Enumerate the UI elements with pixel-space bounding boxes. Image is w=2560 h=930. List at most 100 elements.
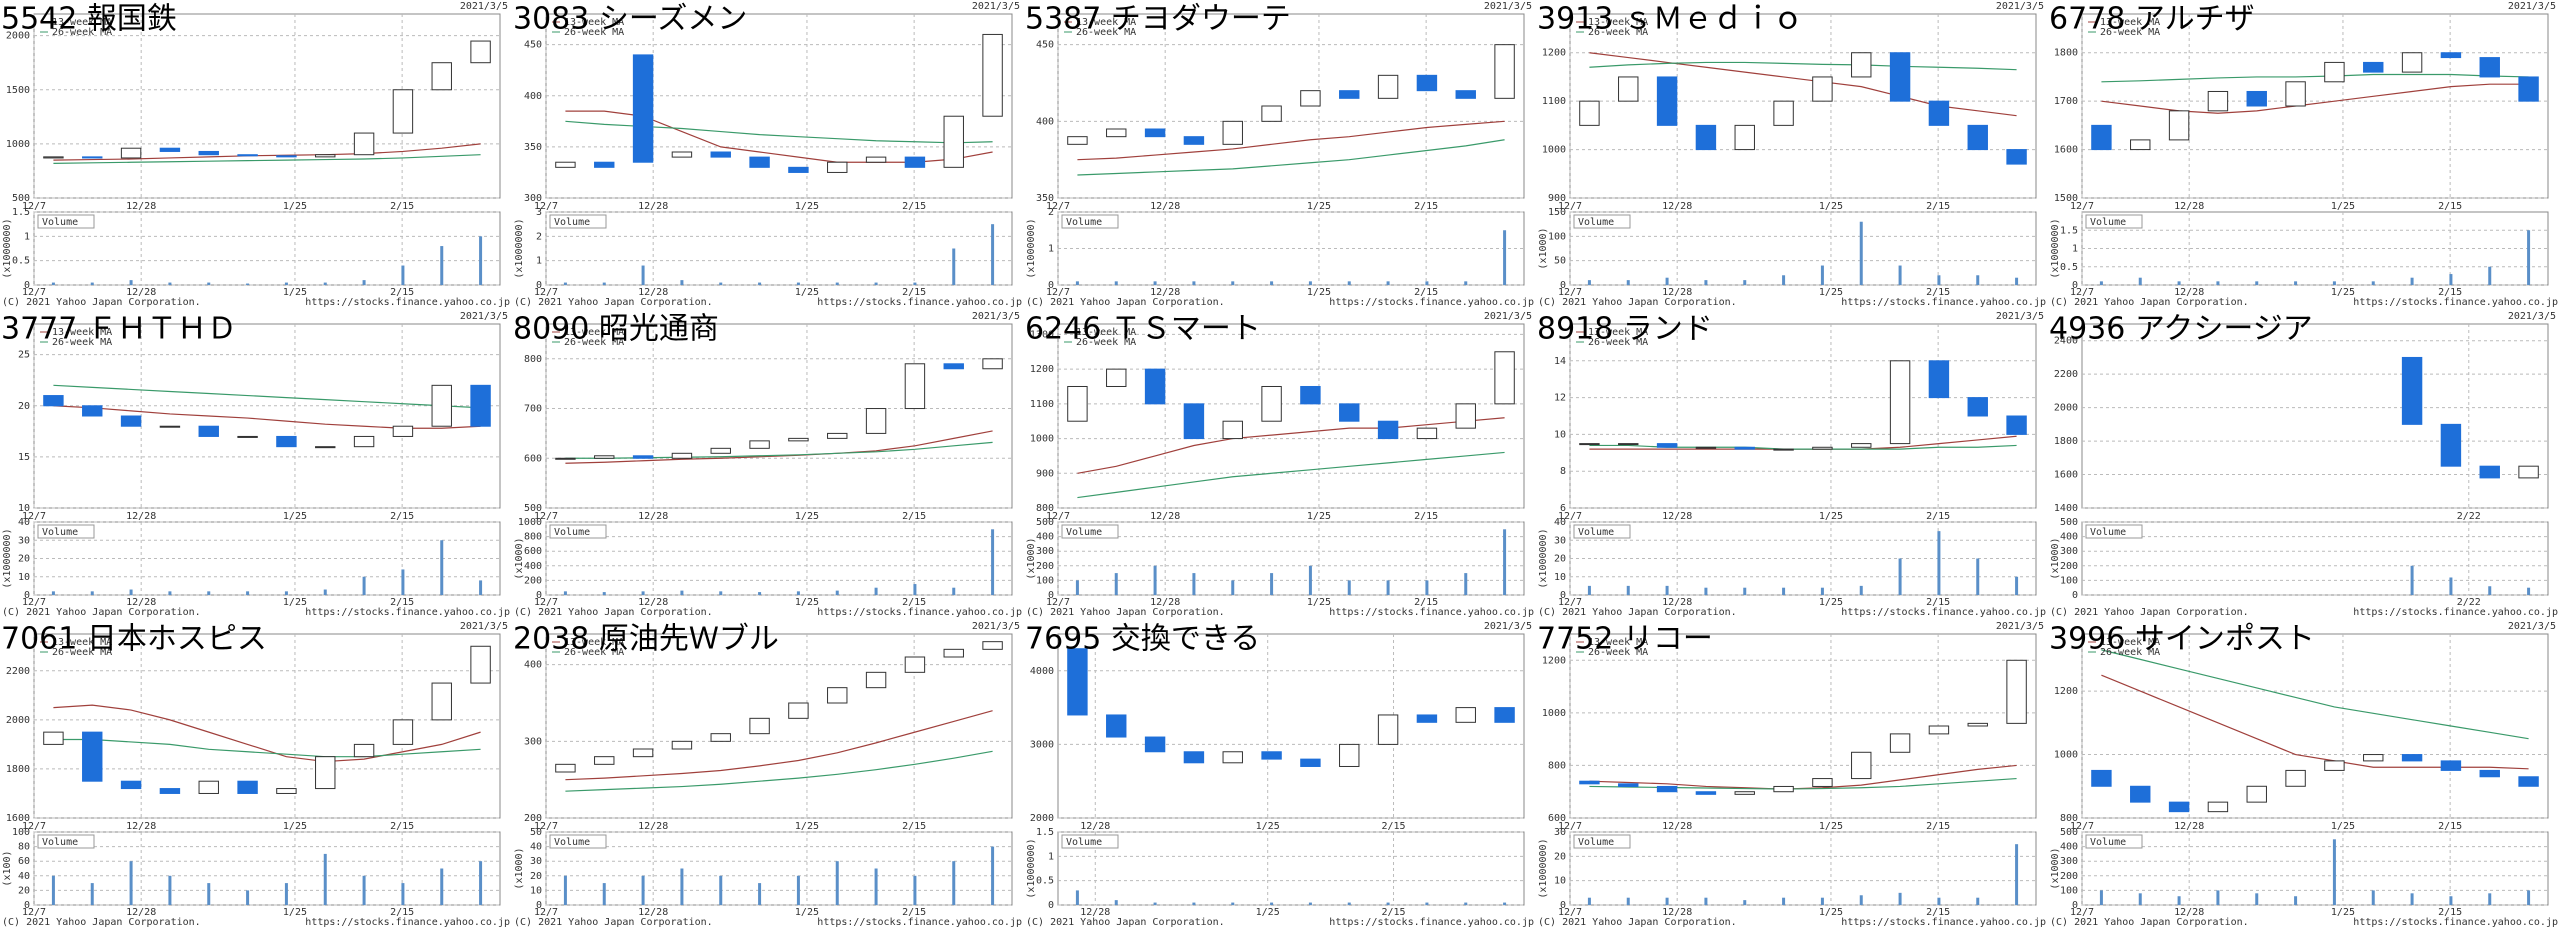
- y-tick-label: 1700: [2054, 96, 2078, 107]
- candle: [2246, 90, 2267, 107]
- volume-tick-label: 0: [1560, 590, 1566, 601]
- candle: [82, 405, 103, 417]
- volume-bar: [2138, 277, 2142, 285]
- volume-tick-label: 40: [18, 517, 30, 528]
- stock-panel: 1500 1600 1700 1800 0 0.5 1 1.5 12/7 12/7 12/28 12/…: [2049, 1, 2558, 308]
- x-tick-label: 2/15: [1926, 597, 1950, 608]
- legend-label: 26-week MA: [1588, 27, 1648, 38]
- stock-title: 3996 サインポスト: [2049, 622, 2315, 657]
- volume-legend: Volume: [1578, 527, 1614, 538]
- candle: [431, 682, 452, 721]
- volume-unit: (x1000): [514, 537, 525, 579]
- candle: [2363, 754, 2384, 762]
- volume-bar: [602, 592, 606, 595]
- price-plot-frame: [1057, 633, 1525, 819]
- volume-bar: [362, 875, 366, 905]
- candle: [671, 740, 693, 750]
- legend-label: 26-week MA: [564, 337, 624, 348]
- volume-bar: [680, 868, 684, 905]
- candle: [943, 115, 964, 168]
- legend-label: 13-week MA: [1076, 17, 1136, 28]
- y-tick-label: 1600: [2054, 145, 2078, 156]
- stock-title: 2038 原油先Ｗブル: [513, 622, 779, 657]
- volume-plot-frame: [33, 211, 501, 286]
- legend-label: 26-week MA: [1076, 27, 1136, 38]
- candle: [315, 756, 336, 790]
- moving-average-line: [565, 710, 993, 781]
- price-plot-frame: [1569, 633, 2037, 819]
- x-tick-label: 12/28: [1662, 511, 1692, 522]
- x-tick-label: 1/25: [1819, 907, 1843, 918]
- volume-bar: [991, 529, 995, 595]
- candle: [2168, 801, 2190, 813]
- candle: [2130, 785, 2151, 803]
- y-tick-label: 2000: [2054, 403, 2078, 414]
- volume-bar: [1665, 897, 1669, 905]
- x-tick-label: 1/25: [795, 907, 819, 918]
- y-tick-label: 2000: [6, 31, 30, 42]
- copyright: (C) 2021 Yahoo Japan Corporation.: [2, 917, 201, 928]
- candle: [2285, 81, 2306, 107]
- volume-bar: [913, 282, 917, 285]
- volume-bar: [129, 861, 133, 905]
- candle: [788, 166, 809, 173]
- candle: [1695, 446, 1717, 449]
- volume-tick-label: 0: [1560, 280, 1566, 291]
- copyright: (C) 2021 Yahoo Japan Corporation.: [2, 297, 201, 308]
- volume-legend-box: [2085, 524, 2143, 539]
- candle: [1928, 100, 1950, 126]
- volume-legend-box: [549, 834, 607, 849]
- date-label: 2021/3/5: [1996, 1, 2044, 12]
- x-tick-label: 2/15: [390, 201, 414, 212]
- y-tick-label: 8: [1560, 466, 1566, 477]
- candle: [1967, 124, 1988, 151]
- volume-bar: [1464, 902, 1468, 905]
- volume-bar: [1231, 902, 1235, 905]
- price-plot-frame: [2081, 633, 2549, 819]
- x-tick-label: 12/28: [638, 907, 668, 918]
- volume-tick-label: 0: [536, 590, 542, 601]
- y-tick-label: 2000: [1030, 813, 1054, 824]
- y-tick-label: 1500: [6, 85, 30, 96]
- volume-bar: [440, 540, 444, 595]
- legend-label: 13-week MA: [1588, 327, 1648, 338]
- candle: [353, 435, 375, 448]
- candle: [632, 748, 654, 758]
- volume-unit: (x1000000): [1538, 838, 1549, 898]
- candle: [1773, 785, 1794, 793]
- volume-plot-frame: [545, 211, 1013, 286]
- copyright: (C) 2021 Yahoo Japan Corporation.: [1538, 917, 1737, 928]
- volume-bar: [2527, 890, 2531, 905]
- candle: [237, 154, 258, 157]
- candle: [2246, 785, 2267, 803]
- x-tick-label: 2/15: [1381, 907, 1405, 918]
- y-tick-label: 1800: [2054, 48, 2078, 59]
- candle: [1889, 360, 1911, 445]
- volume-bar: [323, 589, 327, 595]
- moving-average-line: [53, 738, 481, 758]
- stock-title: 5542 報国鉄: [1, 2, 177, 37]
- stock-title: 8918 ランド: [1537, 312, 1713, 347]
- y-tick-label: 20: [18, 401, 30, 412]
- candle: [1261, 105, 1282, 122]
- candle: [1967, 722, 1988, 727]
- moving-average-line: [1077, 139, 1505, 176]
- volume-bar: [2332, 839, 2336, 905]
- y-tick-label: 1600: [2054, 470, 2078, 481]
- stock-panel: 6810121401020304012/712/712/2812/281/251…: [1537, 311, 2046, 618]
- x-tick-label: 2/15: [1926, 907, 1950, 918]
- x-tick-label: 12/28: [638, 511, 668, 522]
- copyright: (C) 2021 Yahoo Japan Corporation.: [514, 917, 713, 928]
- volume-tick-label: 40: [1554, 517, 1566, 528]
- candle: [594, 455, 615, 459]
- volume-bar: [2449, 274, 2453, 285]
- candle: [2401, 356, 2423, 425]
- x-tick-label: 2/15: [390, 511, 414, 522]
- candle: [1067, 648, 1088, 716]
- stock-title: 3777 ＦＨＴＨＤ: [1, 312, 237, 347]
- y-tick-label: 12: [1554, 393, 1566, 404]
- price-plot-frame: [545, 633, 1013, 819]
- volume-tick-label: 0: [24, 280, 30, 291]
- candle: [943, 648, 964, 658]
- legend-label: 13-week MA: [2100, 17, 2160, 28]
